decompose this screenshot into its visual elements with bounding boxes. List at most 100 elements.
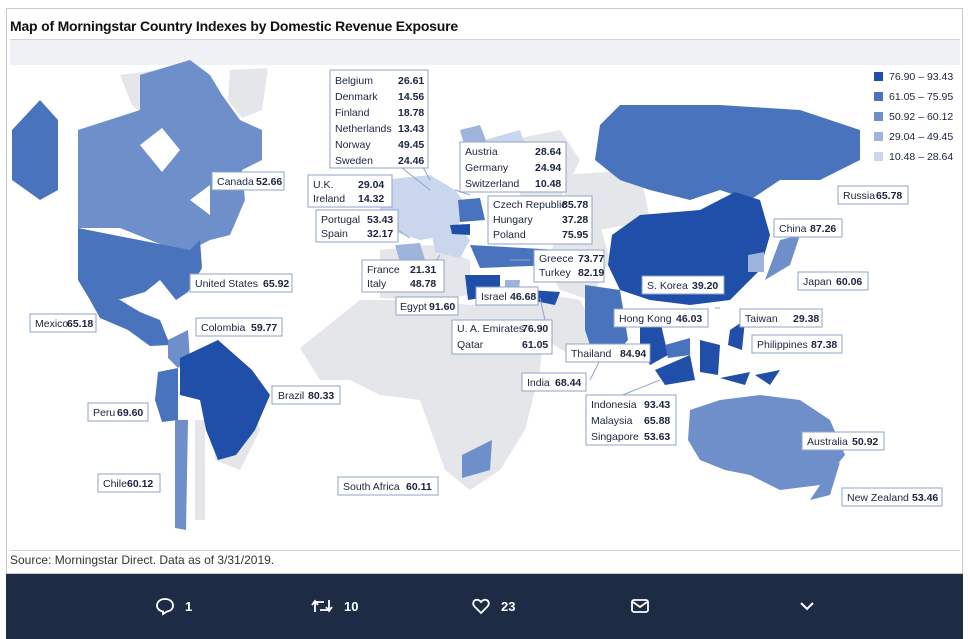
label-new-zealand-value: 53.46	[912, 492, 938, 504]
reply-button[interactable]: 1	[155, 595, 192, 617]
label-poland-value: 75.95	[562, 229, 588, 241]
label-colombia-value: 59.77	[251, 322, 277, 334]
label-nordics: Belgium 26.61 Denmark 14.56 Finland 18.7…	[329, 69, 429, 169]
label-belgium-name: Belgium	[335, 75, 373, 87]
label-israel-value: 46.68	[510, 291, 536, 303]
label-austria-value: 28.64	[535, 146, 561, 158]
label-india-value: 68.44	[555, 377, 581, 389]
legend-label-3: 50.92 – 60.12	[889, 111, 953, 123]
label-iberia: Portugal 53.43 Spain 32.17	[315, 209, 399, 243]
heart-icon	[472, 598, 490, 615]
label-russia: Russia 65.78	[837, 185, 909, 205]
label-uk-ireland: U.K. 29.04 Ireland 14.32	[307, 174, 393, 208]
label-netherlands-name: Netherlands	[335, 123, 392, 135]
label-philippines: Philippines 87.38	[751, 334, 843, 354]
label-indonesia-name: Indonesia	[591, 399, 637, 411]
label-taiwan-value: 29.38	[793, 313, 819, 325]
label-france-italy: France 21.31 Italy 48.78	[361, 259, 445, 293]
label-israel-name: Israel	[481, 291, 507, 303]
label-indonesia-value: 93.43	[644, 399, 670, 411]
label-switzerland-name: Switzerland	[465, 178, 519, 190]
label-norway-name: Norway	[335, 139, 371, 151]
label-india: India 68.44	[521, 372, 587, 392]
like-button[interactable]: 23	[471, 595, 515, 617]
more-options-button[interactable]	[797, 595, 817, 617]
map-title: Map of Morningstar Country Indexes by Do…	[10, 18, 458, 34]
label-hong-kong-name: Hong Kong	[619, 313, 672, 325]
label-china-name: China	[779, 223, 807, 235]
region-india	[585, 285, 628, 360]
direct-message-button[interactable]	[630, 595, 650, 617]
label-greece-value: 73.77	[578, 253, 604, 265]
legend-swatch-3	[874, 112, 883, 121]
source-rule	[10, 550, 960, 551]
region-peru	[155, 368, 178, 422]
label-netherlands-value: 13.43	[398, 123, 424, 135]
label-united-states-value: 65.92	[263, 278, 289, 290]
label-russia-name: Russia	[843, 190, 875, 202]
legend-swatch-1	[874, 72, 883, 81]
label-s-korea: S. Korea 39.20	[641, 275, 725, 295]
label-colombia: Colombia 59.77	[195, 317, 283, 337]
label-switzerland-value: 10.48	[535, 178, 561, 190]
mail-icon	[631, 599, 649, 613]
region-chile	[175, 420, 188, 530]
label-s-korea-name: S. Korea	[647, 280, 688, 292]
label-germany-name: Germany	[465, 162, 509, 174]
label-hong-kong: Hong Kong 46.03	[613, 308, 709, 328]
label-australia: Australia 50.92	[801, 431, 885, 451]
reply-icon	[156, 598, 174, 616]
label-ireland-value: 14.32	[358, 193, 384, 205]
label-south-africa-name: South Africa	[343, 481, 400, 493]
retweet-button[interactable]: 10	[310, 595, 358, 617]
region-brazil	[180, 340, 270, 460]
label-france-value: 21.31	[410, 264, 436, 276]
region-indonesia	[655, 338, 780, 385]
label-chile-value: 60.12	[127, 478, 153, 490]
region-s-korea	[748, 252, 764, 272]
label-thailand-value: 84.94	[620, 348, 646, 360]
region-alaska	[12, 100, 58, 200]
label-spain-name: Spain	[321, 228, 348, 240]
label-brazil-name: Brazil	[278, 390, 304, 402]
label-singapore-value: 53.63	[644, 431, 670, 443]
label-greece-turkey: Greece 73.77 Turkey 82.19	[533, 249, 605, 283]
legend-swatch-4	[874, 132, 883, 141]
label-gulf: U. A. Emirates 76.90 Qatar 61.05	[451, 319, 553, 355]
label-japan-value: 60.06	[836, 276, 862, 288]
title-band	[10, 40, 960, 65]
label-brazil-value: 80.33	[308, 390, 334, 402]
legend-swatch-2	[874, 92, 883, 101]
label-mexico-name: Mexico	[35, 318, 68, 330]
legend: 76.90 – 93.43 61.05 – 75.95 50.92 – 60.1…	[874, 71, 953, 163]
region-mexico	[90, 300, 170, 346]
legend-swatch-5	[874, 152, 883, 161]
region-south-africa	[462, 440, 492, 478]
retweet-icon	[311, 599, 333, 613]
label-canada: Canada 52.66	[211, 171, 285, 191]
label-peru-name: Peru	[93, 407, 115, 419]
label-sweden-value: 24.46	[398, 155, 424, 167]
label-hungary-value: 37.28	[562, 214, 588, 226]
world-map: 76.90 – 93.43 61.05 – 75.95 50.92 – 60.1…	[12, 60, 953, 530]
label-taiwan-name: Taiwan	[745, 313, 778, 325]
label-uae-value: 76.90	[522, 323, 548, 335]
label-spain-value: 32.17	[367, 228, 393, 240]
label-china: China 87.26	[773, 218, 843, 238]
label-italy-name: Italy	[367, 278, 387, 290]
label-australia-name: Australia	[807, 436, 848, 448]
label-germany-value: 24.94	[535, 162, 561, 174]
label-czech-name: Czech Republic	[493, 199, 567, 211]
legend-label-2: 61.05 – 75.95	[889, 91, 953, 103]
label-united-states-name: United States	[195, 278, 258, 290]
label-denmark-name: Denmark	[335, 91, 378, 103]
label-singapore-name: Singapore	[591, 431, 639, 443]
legend-label-4: 29.04 – 49.45	[889, 131, 953, 143]
label-ireland-name: Ireland	[313, 193, 345, 205]
label-qatar-value: 61.05	[522, 339, 548, 351]
label-philippines-name: Philippines	[757, 339, 808, 351]
label-mexico: Mexico 65.18	[29, 313, 97, 333]
label-brazil: Brazil 80.33	[271, 385, 341, 405]
label-thailand-name: Thailand	[571, 348, 611, 360]
label-s-korea-value: 39.20	[692, 280, 718, 292]
